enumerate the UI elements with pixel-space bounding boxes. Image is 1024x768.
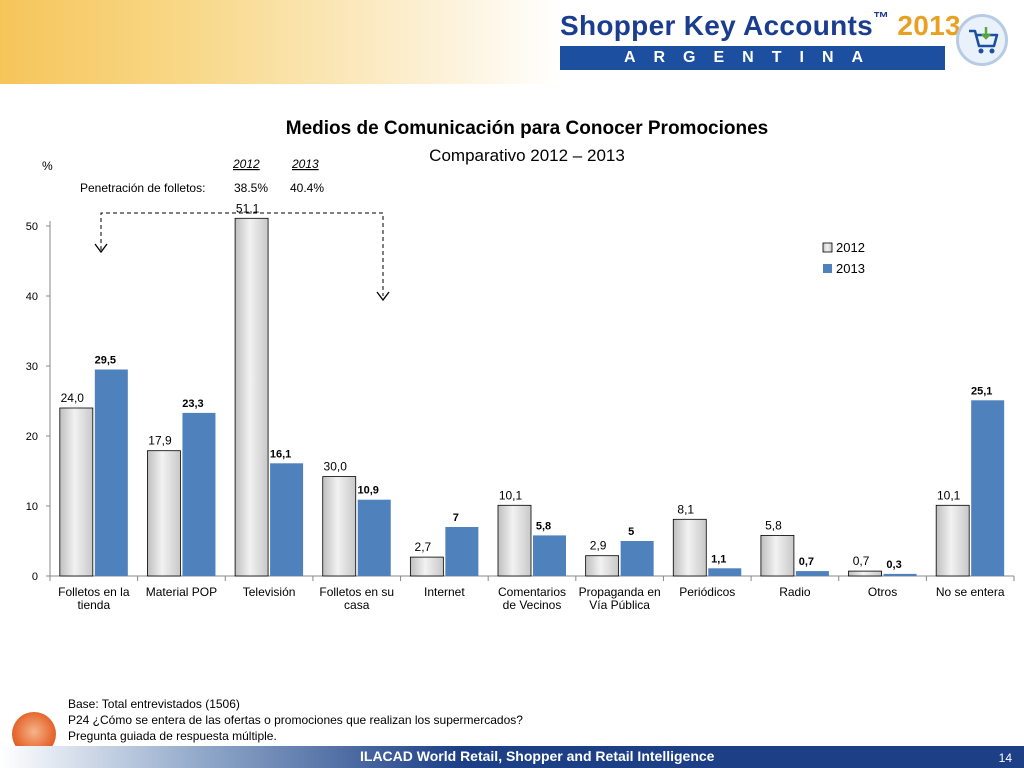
brand-year: 2013 (897, 10, 961, 41)
bar-2012 (760, 535, 795, 577)
footnote-base: Base: Total entrevistados (1506) (68, 697, 240, 711)
annotation-col-2012: 2012 (232, 157, 260, 171)
bar-2013 (182, 412, 216, 576)
bar-2013 (533, 535, 566, 576)
bar-2013 (971, 400, 1005, 576)
y-tick-label: 20 (26, 431, 38, 443)
data-label-2013: 1,1 (711, 553, 726, 565)
data-label-2012: 10,1 (937, 488, 961, 502)
annotation-bracket (100, 212, 384, 296)
bar-2012 (59, 407, 94, 577)
footnotes: Base: Total entrevistados (1506) P24 ¿Có… (68, 696, 523, 744)
y-tick-label: 30 (26, 361, 38, 373)
header: Shopper Key Accounts™ 2013 ARGENTINA (0, 0, 1024, 84)
bar-2013 (445, 527, 479, 576)
x-category-label: Otros (868, 585, 897, 599)
x-category-label: tienda (77, 598, 110, 612)
data-label-2012: 10,1 (499, 488, 523, 502)
data-label-2013: 16,1 (270, 448, 291, 460)
brand-logo: Shopper Key Accounts™ 2013 (560, 10, 961, 42)
footer-text: ILACAD World Retail, Shopper and Retail … (360, 748, 715, 764)
y-axis-unit: % (42, 159, 53, 173)
bar-2012 (147, 450, 181, 577)
data-label-2013: 23,3 (182, 398, 203, 410)
x-category-label: Folletos en su (319, 585, 394, 599)
footnote-question: P24 ¿Cómo se entera de las ofertas o pro… (68, 713, 523, 727)
data-label-2012: 17,9 (148, 434, 172, 448)
data-label-2012: 24,0 (61, 391, 85, 405)
x-category-label: Vía Pública (589, 598, 650, 612)
data-label-2013: 5,8 (536, 520, 551, 532)
bar-2012 (234, 217, 269, 577)
x-category-label: Material POP (146, 585, 217, 599)
x-category-label: Radio (779, 585, 811, 599)
x-category-label: casa (344, 598, 370, 612)
y-tick-label: 40 (26, 291, 38, 303)
data-label-2012: 2,7 (415, 540, 432, 554)
x-category-label: Folletos en la (58, 585, 130, 599)
arrow-down-icon (376, 291, 390, 302)
legend-swatch-2013 (823, 264, 832, 273)
legend-swatch-2012 (822, 242, 833, 253)
data-label-2013: 29,5 (95, 355, 116, 367)
bar-2012 (585, 555, 620, 577)
country-banner: ARGENTINA (560, 46, 945, 70)
data-label-2012: 51,1 (236, 201, 260, 215)
annotation-value-2013: 40.4% (290, 181, 324, 195)
y-tick-label: 10 (26, 501, 38, 513)
annotation-label: Penetración de folletos: (80, 181, 205, 195)
header-background-art (0, 0, 560, 84)
bar-2012 (672, 518, 707, 577)
bar-2012 (935, 504, 970, 577)
x-category-label: de Vecinos (503, 598, 562, 612)
x-category-label: Comentarios (498, 585, 566, 599)
data-label-2013: 10,9 (358, 485, 379, 497)
y-tick-label: 50 (26, 221, 38, 233)
bar-2013 (357, 499, 391, 576)
x-category-label: Propaganda en (579, 585, 661, 599)
page-number: 14 (998, 751, 1012, 765)
brand-trademark: ™ (873, 10, 890, 27)
x-category-label: Periódicos (679, 585, 735, 599)
annotation-col-2013: 2013 (291, 157, 319, 171)
footnote-note: Pregunta guiada de respuesta múltiple. (68, 729, 277, 743)
x-category-label: No se entera (936, 585, 1005, 599)
chart-subtitle: Comparativo 2012 – 2013 (429, 146, 625, 165)
legend-label-2013: 2013 (836, 261, 865, 276)
bar-2012 (409, 556, 444, 577)
data-label-2012: 0,7 (853, 554, 870, 568)
brand-name: Shopper Key Accounts (560, 10, 874, 41)
data-label-2013: 7 (453, 512, 459, 524)
bar-2013 (620, 541, 654, 576)
data-label-2013: 5 (628, 526, 634, 538)
bar-2013 (795, 571, 829, 576)
data-label-2012: 5,8 (765, 518, 782, 532)
arrow-down-icon (94, 243, 108, 254)
bar-2013 (270, 463, 304, 576)
data-label-2012: 2,9 (590, 539, 607, 553)
bar-2012 (497, 504, 532, 577)
data-label-2013: 0,7 (799, 556, 814, 568)
bar-2013 (883, 573, 917, 576)
bar-2013 (708, 568, 742, 576)
x-category-label: Internet (424, 585, 465, 599)
legend-label-2012: 2012 (836, 240, 865, 255)
bar-2013 (94, 369, 128, 576)
footer-bar (0, 746, 1024, 768)
y-tick-label: 0 (32, 571, 38, 583)
data-label-2013: 0,3 (886, 559, 901, 571)
chart-title: Medios de Comunicación para Conocer Prom… (285, 118, 769, 139)
data-label-2013: 25,1 (971, 385, 992, 397)
shopping-cart-icon (956, 14, 1008, 66)
bar-2012 (848, 570, 882, 577)
data-label-2012: 8,1 (677, 502, 694, 516)
bar-chart: 0 10 20 30 40 50% 24,0 29,5 Folletos en latienda… (26, 157, 1015, 612)
annotation-value-2012: 38.5% (234, 181, 268, 195)
x-category-label: Televisión (243, 585, 296, 599)
bar-2012 (322, 476, 357, 577)
data-label-2012: 30,0 (324, 460, 348, 474)
